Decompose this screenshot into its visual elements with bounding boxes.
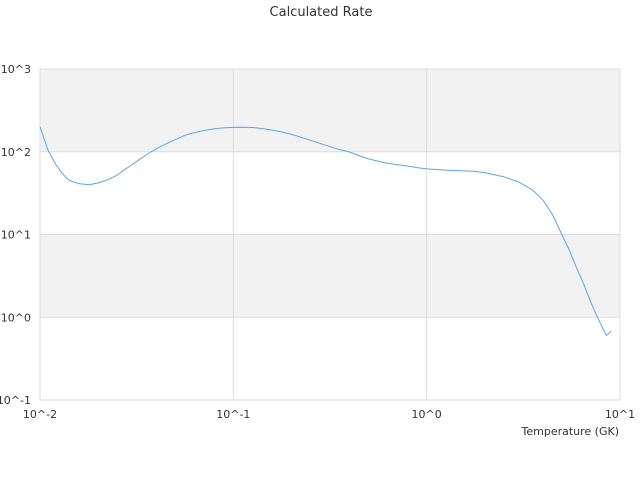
x-tick-label: 10^1 bbox=[605, 408, 635, 421]
gridlines bbox=[39, 68, 621, 401]
y-axis-ticks: 10^-1 10^0 10^1 10^2 10^3 bbox=[0, 63, 31, 407]
y-tick-label: 10^-1 bbox=[0, 394, 31, 407]
y-tick-label: 10^3 bbox=[1, 63, 31, 76]
plot-band bbox=[40, 151, 620, 235]
plot-band bbox=[40, 69, 620, 152]
x-axis-title: Temperature (GK) bbox=[521, 425, 620, 438]
plot-band bbox=[40, 234, 620, 318]
y-tick-label: 10^0 bbox=[1, 311, 31, 324]
y-tick-label: 10^2 bbox=[1, 146, 31, 159]
chart-title: Calculated Rate bbox=[270, 5, 373, 20]
plot-bands bbox=[40, 69, 620, 400]
x-tick-label: 10^-1 bbox=[216, 408, 250, 421]
x-tick-label: 10^0 bbox=[412, 408, 442, 421]
x-tick-label: 10^-2 bbox=[23, 408, 57, 421]
plot-band bbox=[40, 317, 620, 400]
y-tick-label: 10^1 bbox=[1, 229, 31, 242]
rate-series-line bbox=[39, 126, 612, 337]
x-axis-ticks: 10^-2 10^-1 10^0 10^1 bbox=[23, 408, 635, 421]
